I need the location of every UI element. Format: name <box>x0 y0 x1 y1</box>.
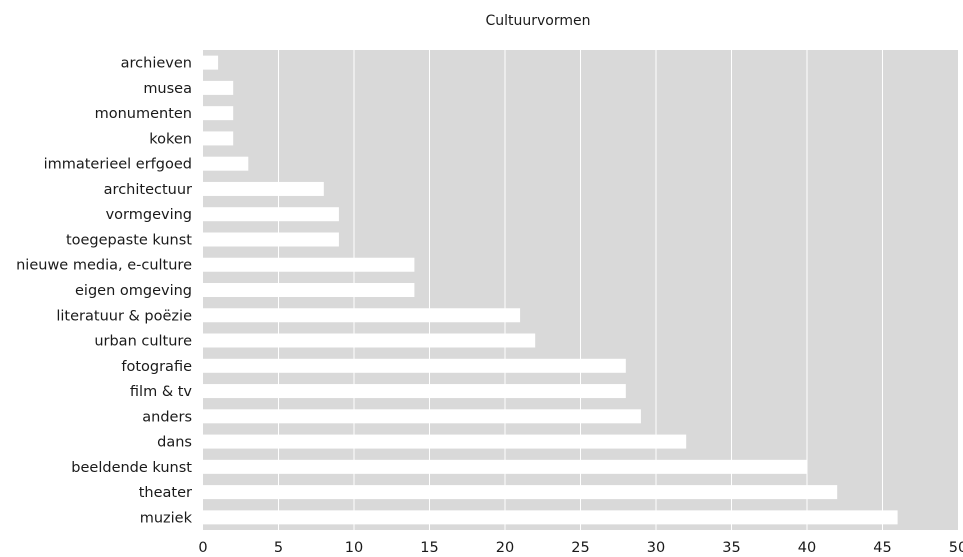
x-tick-labels: 0 5 10 15 20 25 30 35 40 45 50 <box>198 540 963 556</box>
x-tick-label: 30 <box>647 540 665 556</box>
x-tick-label: 0 <box>198 540 207 556</box>
category-label: urban culture <box>94 334 192 350</box>
bar <box>203 409 641 424</box>
category-label: archieven <box>121 56 192 72</box>
x-tick-label: 20 <box>496 540 514 556</box>
category-label: dans <box>157 435 192 451</box>
category-label: nieuwe media, e-culture <box>16 258 192 274</box>
category-label: beeldende kunst <box>71 460 192 476</box>
x-tick-label: 40 <box>798 540 816 556</box>
bar <box>203 333 536 348</box>
bars <box>203 55 898 525</box>
category-label: architectuur <box>104 182 192 198</box>
chart-title: Cultuurvormen <box>485 13 590 29</box>
category-label: anders <box>142 409 192 425</box>
category-label: koken <box>149 131 192 147</box>
x-tick-label: 45 <box>873 540 891 556</box>
bar <box>203 485 838 500</box>
category-label: immaterieel erfgoed <box>44 157 192 173</box>
bar <box>203 232 339 247</box>
category-label: fotografie <box>121 359 192 375</box>
x-tick-label: 10 <box>345 540 363 556</box>
category-labels: archieven musea monumenten koken immaterieel… <box>16 56 192 527</box>
bar <box>203 283 415 297</box>
x-tick-label: 15 <box>420 540 438 556</box>
bar <box>203 106 234 121</box>
category-label: eigen omgeving <box>75 283 192 299</box>
bar <box>203 434 687 449</box>
bar <box>203 308 521 323</box>
bar <box>203 510 898 525</box>
bar <box>203 384 626 399</box>
bar <box>203 181 324 196</box>
bar <box>203 459 807 474</box>
x-tick-label: 50 <box>949 540 963 556</box>
category-label: musea <box>143 81 192 97</box>
x-tick-label: 25 <box>571 540 589 556</box>
bar <box>203 131 234 146</box>
bar <box>203 358 626 373</box>
category-label: theater <box>139 485 192 501</box>
bar <box>203 80 234 95</box>
category-label: vormgeving <box>106 207 192 223</box>
category-label: film & tv <box>130 384 192 400</box>
category-label: literatuur & poëzie <box>56 308 192 324</box>
bar <box>203 257 415 272</box>
x-tick-label: 35 <box>722 540 740 556</box>
bar <box>203 55 219 70</box>
bar <box>203 156 249 171</box>
category-label: monumenten <box>95 106 192 122</box>
bar <box>203 207 339 222</box>
category-label: toegepaste kunst <box>66 232 192 248</box>
category-label: muziek <box>140 510 193 526</box>
x-tick-label: 5 <box>274 540 283 556</box>
